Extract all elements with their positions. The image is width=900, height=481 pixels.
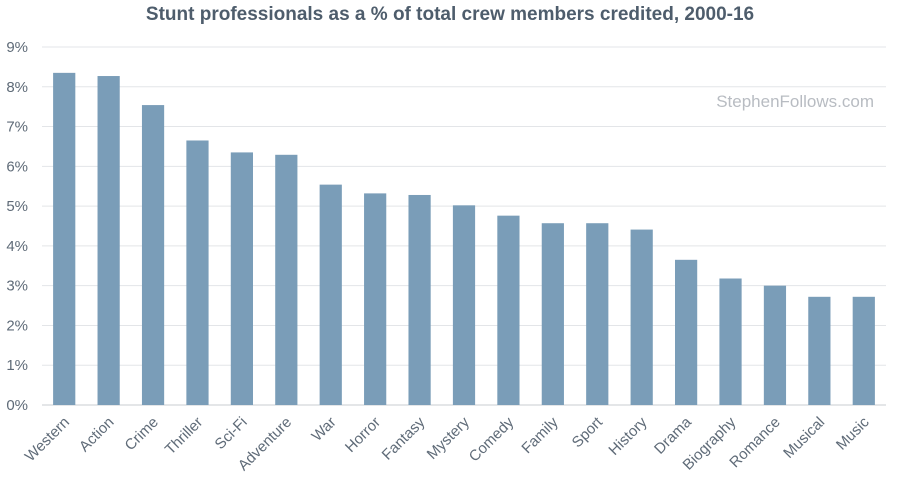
y-tick-label: 0% (6, 397, 28, 414)
x-tick-label: Sport (569, 413, 607, 451)
y-tick-label: 5% (6, 198, 28, 215)
bar-layer (53, 72, 875, 405)
bar-action (97, 76, 120, 405)
x-tick-label: Fantasy (379, 413, 429, 463)
y-tick-label: 9% (6, 39, 28, 56)
y-tick-label: 3% (6, 278, 28, 295)
bar-sport (586, 223, 609, 405)
bar-war (319, 184, 342, 405)
bar-fantasy (408, 194, 431, 405)
x-tick-label: Mystery (424, 413, 473, 462)
bar-biography (719, 278, 742, 405)
bar-western (53, 72, 76, 405)
y-tick-label: 6% (6, 158, 28, 175)
x-tick-label: Musical (780, 414, 828, 462)
bar-drama (675, 259, 698, 405)
bar-adventure (275, 154, 298, 405)
x-tick-label: Western (22, 414, 73, 465)
bar-crime (141, 105, 165, 405)
x-tick-label: Family (518, 413, 562, 457)
x-tick-label: Action (76, 414, 118, 456)
bar-mystery (452, 205, 476, 405)
x-tick-label: Comedy (466, 413, 518, 465)
bar-thriller (186, 140, 209, 405)
x-tick-label: Music (833, 413, 873, 453)
y-tick-label: 7% (6, 119, 28, 136)
y-tick-label: 1% (6, 357, 28, 374)
bar-history (630, 229, 653, 405)
bar-horror (364, 193, 387, 405)
x-tick-label: Horror (342, 414, 384, 456)
x-tick-label: War (308, 414, 339, 445)
bar-sci-fi (230, 152, 253, 405)
x-tick-label: Crime (122, 414, 162, 454)
y-tick-label: 8% (6, 79, 28, 96)
watermark: StephenFollows.com (716, 92, 874, 111)
bar-comedy (497, 215, 520, 405)
y-tick-label: 4% (6, 238, 28, 255)
bar-music (852, 296, 875, 405)
y-tick-label: 2% (6, 317, 28, 334)
grid-layer (42, 46, 886, 406)
x-axis-labels: Western Action Crime Thriller Sci-FiAdventur… (22, 413, 873, 474)
chart-title: Stunt professionals as a % of total crew… (145, 4, 755, 25)
y-axis-ticks: 0% 1% 2% 3% 4% 5% 6% 7% 8% 9% (6, 39, 28, 414)
bar-romance (763, 285, 787, 405)
x-tick-label: History (605, 413, 650, 458)
x-tick-label: Sci-Fi (212, 414, 251, 453)
bar-musical (808, 296, 831, 405)
x-tick-label: Thriller (162, 414, 206, 458)
bar-family (541, 223, 564, 405)
